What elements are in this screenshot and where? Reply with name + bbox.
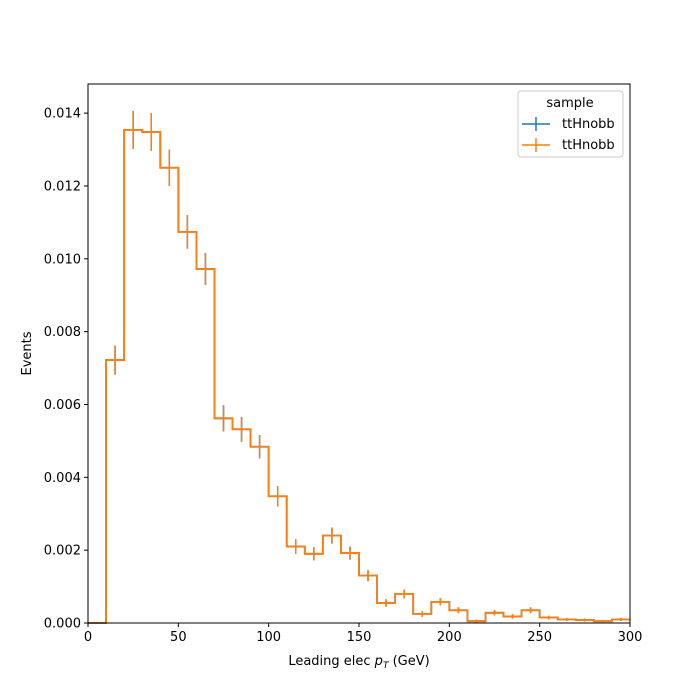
x-tick-label: 200 [437, 630, 462, 645]
legend-label-2: ttHnobb [562, 138, 615, 153]
y-axis-label: Events [20, 331, 35, 375]
y-tick-label: 0.012 [44, 179, 81, 194]
x-tick-label: 100 [256, 630, 281, 645]
x-axis-label-prefix: Leading elec [288, 654, 374, 669]
y-tick-label: 0.000 [44, 617, 81, 632]
legend-label-1: ttHnobb [562, 117, 615, 132]
x-tick-label: 300 [618, 630, 643, 645]
x-tick-label: 150 [347, 630, 372, 645]
ticks-layer: 0 50 100 150 200 250 300 0.000 0.002 0.004 0.006 0.… [44, 107, 643, 645]
y-tick-label: 0.014 [44, 107, 81, 122]
y-tick-label: 0.002 [44, 544, 81, 559]
legend-title: sample [546, 96, 593, 111]
x-tick-label: 250 [527, 630, 552, 645]
plot-layer [88, 110, 630, 624]
legend: sample ttHnobb ttHnobb [517, 90, 624, 158]
x-axis-label-suffix: (GeV) [388, 654, 429, 669]
y-tick-label: 0.004 [44, 471, 81, 486]
legend-box [517, 90, 624, 158]
x-tick-label: 0 [84, 630, 92, 645]
y-tick-label: 0.006 [44, 398, 81, 413]
legend-entry-1: ttHnobb [522, 117, 615, 132]
x-axis-label: Leading elec pT (GeV) [288, 654, 429, 671]
x-tick-label: 50 [170, 630, 187, 645]
y-tick-label: 0.010 [44, 252, 81, 267]
y-tick-label: 0.008 [44, 325, 81, 340]
legend-entry-2: ttHnobb [522, 138, 615, 153]
series-2-step-line [88, 128, 630, 624]
x-axis-label-subscript: T [383, 661, 390, 671]
x-axis-label-symbol: p [374, 654, 383, 669]
